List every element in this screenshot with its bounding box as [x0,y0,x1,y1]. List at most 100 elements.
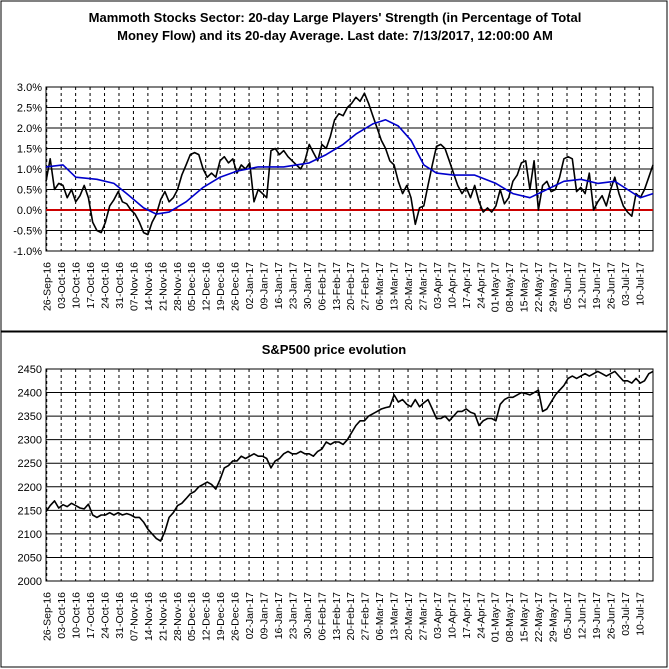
x-tick-label: 12-Jun-17 [576,592,588,639]
x-tick-label: 30-Jan-17 [302,262,314,309]
x-tick-label: 24-Oct-16 [100,592,112,639]
x-tick-label: 20-Feb-17 [345,262,357,311]
x-tick-label: 10-Oct-16 [71,592,83,639]
y-tick-label: 2250 [18,458,42,470]
x-tick-label: 24-Apr-17 [475,592,487,639]
x-tick-label: 29-May-17 [548,592,560,642]
y-tick-label: 3.0% [17,82,42,94]
x-tick-label: 13-Feb-17 [331,262,343,311]
plot-area [45,368,654,582]
x-tick-label: 31-Oct-16 [114,592,126,639]
x-tick-label: 12-Dec-16 [201,592,213,641]
y-tick-label: 2000 [18,576,42,588]
x-tick-label: 02-Jan-17 [244,262,256,309]
x-tick-label: 13-Mar-17 [389,262,401,311]
x-tick-label: 21-Nov-16 [157,262,169,311]
x-tick-label: 31-Oct-16 [114,262,126,309]
x-tick-label: 12-Dec-16 [201,262,213,311]
x-tick-label: 05-Dec-16 [186,592,198,641]
x-tick-label: 10-Jul-17 [634,592,646,636]
x-tick-label: 15-May-17 [519,592,531,642]
x-tick-label: 07-Nov-16 [128,262,140,311]
x-tick-label: 29-May-17 [548,262,560,312]
x-tick-label: 27-Feb-17 [360,592,372,641]
y-tick-label: 2100 [18,529,42,541]
x-tick-label: 03-Jul-17 [620,592,632,636]
x-tick-label: 06-Mar-17 [374,262,386,311]
y-tick-label: 2200 [18,482,42,494]
y-tick-label: 2350 [18,411,42,423]
x-tick-label: 07-Nov-16 [128,592,140,641]
x-tick-label: 19-Dec-16 [215,262,227,311]
y-tick-label: 1.5% [17,144,42,156]
x-tick-label: 05-Dec-16 [186,262,198,311]
x-tick-label: 13-Mar-17 [389,592,401,641]
x-tick-label: 06-Feb-17 [316,592,328,641]
series-line-1 [45,119,654,215]
x-tick-label: 26-Sep-16 [42,262,54,311]
x-tick-label: 20-Mar-17 [403,262,415,311]
y-tick-label: 2.5% [17,103,42,115]
x-tick-label: 16-Jan-17 [273,592,285,639]
x-tick-label: 03-Oct-16 [56,592,68,639]
x-tick-label: 08-May-17 [504,592,516,642]
x-tick-label: 05-Jun-17 [562,592,574,639]
y-tick-label: 2150 [18,505,42,517]
x-tick-label: 06-Feb-17 [316,262,328,311]
x-tick-label: 14-Nov-16 [143,592,155,641]
x-tick-label: 23-Jan-17 [287,592,299,639]
x-tick-label: 19-Jun-17 [591,262,603,309]
y-tick-label: 2.0% [17,123,42,135]
x-tick-label: 03-Oct-16 [56,262,68,309]
panel-1-plot: -1.0% -0.5% 0.0% 0.5% 1.0% 1.5% 2.0% 2.5% 3.0% 26… [13,82,654,312]
x-tick-label: 10-Oct-16 [71,262,83,309]
x-tick-label: 10-Apr-17 [446,592,458,639]
y-tick-label: 2400 [18,388,42,400]
x-tick-label: 27-Mar-17 [417,592,429,641]
x-tick-label: 30-Jan-17 [302,592,314,639]
x-tick-label: 01-May-17 [490,592,502,642]
x-tick-label: 22-May-17 [533,262,545,312]
x-tick-label: 17-Oct-16 [85,592,97,639]
x-tick-label: 27-Mar-17 [417,262,429,311]
x-tick-label: 27-Feb-17 [360,262,372,311]
x-tick-label: 26-Jun-17 [605,592,617,639]
panel-2-title: S&P500 price evolution [262,342,407,357]
x-tick-label: 10-Apr-17 [446,262,458,309]
x-tick-label: 14-Nov-16 [143,262,155,311]
x-tick-label: 19-Dec-16 [215,592,227,641]
x-tick-label: 12-Jun-17 [576,262,588,309]
y-tick-label: 0.0% [17,205,42,217]
x-tick-label: 13-Feb-17 [331,592,343,641]
x-tick-label: 26-Jun-17 [605,262,617,309]
y-tick-label: -0.5% [13,226,42,238]
y-tick-label: 2450 [18,364,42,376]
x-tick-label: 24-Apr-17 [475,262,487,309]
x-tick-label: 03-Apr-17 [432,262,444,309]
x-tick-label: 22-May-17 [533,592,545,642]
x-tick-label: 20-Mar-17 [403,592,415,641]
y-tick-label: 0.5% [17,185,42,197]
panel-2-plot: 2000 2050 2100 2150 2200 2250 2300 2350 2400 2450… [18,364,654,642]
x-tick-label: 17-Apr-17 [461,592,473,639]
x-tick-label: 20-Feb-17 [345,592,357,641]
x-tick-label: 06-Mar-17 [374,592,386,641]
x-tick-label: 01-May-17 [490,262,502,312]
x-tick-label: 28-Nov-16 [172,262,184,311]
x-tick-label: 19-Jun-17 [591,592,603,639]
panel-1-title-line-2: Money Flow) and its 20-day Average. Last… [117,28,553,43]
x-tick-label: 23-Jan-17 [287,262,299,309]
y-tick-label: 2300 [18,435,42,447]
x-tick-label: 08-May-17 [504,262,516,312]
x-tick-label: 15-May-17 [519,262,531,312]
x-tick-label: 28-Nov-16 [172,592,184,641]
x-tick-label: 26-Dec-16 [230,262,242,311]
x-tick-label: 26-Dec-16 [230,592,242,641]
x-tick-label: 03-Jul-17 [620,262,632,306]
y-tick-label: 2050 [18,552,42,564]
x-tick-label: 05-Jun-17 [562,262,574,309]
x-tick-label: 17-Oct-16 [85,262,97,309]
panel-1-title-line-1: Mammoth Stocks Sector: 20-day Large Play… [89,10,582,25]
